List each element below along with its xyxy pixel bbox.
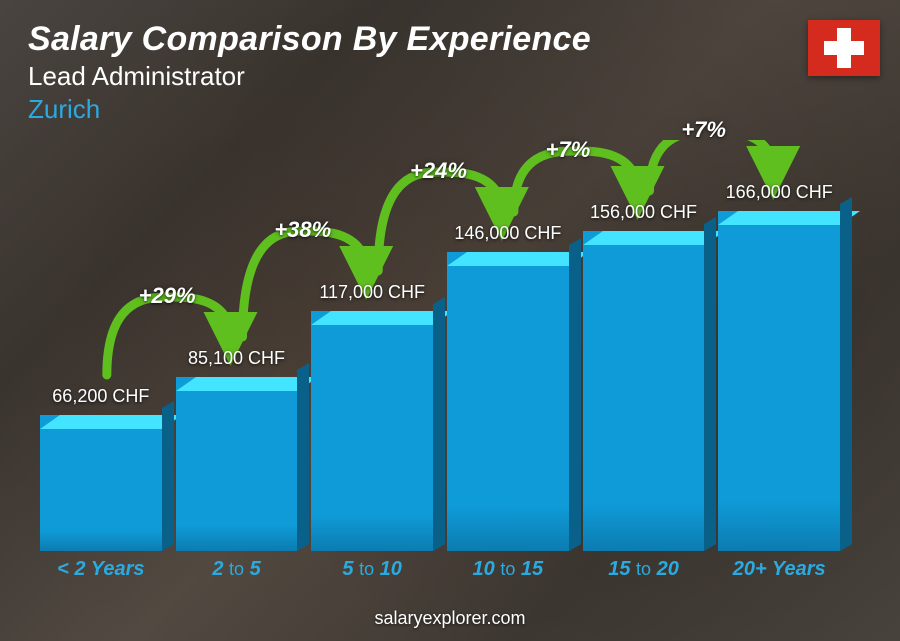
switzerland-flag-icon: [808, 20, 880, 76]
bar-column: 146,000 CHF10 to 15: [447, 223, 569, 551]
location-name: Zurich: [28, 94, 591, 125]
growth-percent-badge: +29%: [139, 283, 196, 309]
bar-side-face: [704, 217, 716, 551]
bar-side-face: [297, 363, 309, 551]
infographic-canvas: Salary Comparison By Experience Lead Adm…: [0, 0, 900, 641]
title-block: Salary Comparison By Experience Lead Adm…: [28, 20, 591, 125]
bar: [447, 252, 569, 551]
bar-column: 85,100 CHF2 to 5: [176, 348, 298, 551]
bar: [718, 211, 840, 551]
bar-column: 166,000 CHF20+ Years: [718, 182, 840, 551]
bar-front-face: [583, 231, 705, 551]
bar: [583, 231, 705, 551]
chart-area: 66,200 CHF< 2 Years85,100 CHF2 to 5117,0…: [40, 140, 840, 581]
bar-value-label: 166,000 CHF: [726, 182, 833, 203]
footer-source: salaryexplorer.com: [0, 608, 900, 629]
bar-value-label: 156,000 CHF: [590, 202, 697, 223]
main-title: Salary Comparison By Experience: [28, 20, 591, 59]
bar: [311, 311, 433, 551]
bar-category-label: 20+ Years: [694, 558, 864, 581]
growth-percent-badge: +7%: [546, 137, 591, 163]
job-title: Lead Administrator: [28, 61, 591, 92]
bar-front-face: [447, 252, 569, 551]
bar-value-label: 85,100 CHF: [188, 348, 285, 369]
bar-side-face: [840, 197, 852, 551]
bar-top-face: [40, 415, 182, 429]
bar-value-label: 117,000 CHF: [319, 282, 425, 303]
bar-value-label: 66,200 CHF: [52, 386, 149, 407]
bar-top-face: [718, 211, 860, 225]
bar-top-face: [311, 311, 453, 325]
growth-percent-badge: +7%: [681, 117, 726, 143]
bars-row: 66,200 CHF< 2 Years85,100 CHF2 to 5117,0…: [40, 151, 840, 551]
bar-column: 156,000 CHF15 to 20: [583, 202, 705, 551]
bar-front-face: [311, 311, 433, 551]
bar-side-face: [569, 238, 581, 551]
bar-column: 66,200 CHF< 2 Years: [40, 386, 162, 551]
bar-front-face: [718, 211, 840, 551]
bar-top-face: [447, 252, 589, 266]
growth-percent-badge: +38%: [274, 217, 331, 243]
growth-percent-badge: +24%: [410, 158, 467, 184]
bar-column: 117,000 CHF5 to 10: [311, 282, 433, 551]
bar-side-face: [162, 401, 174, 551]
bar-front-face: [40, 415, 162, 551]
bar: [40, 415, 162, 551]
bar-value-label: 146,000 CHF: [454, 223, 561, 244]
bar: [176, 377, 298, 551]
bar-side-face: [433, 297, 445, 551]
bar-front-face: [176, 377, 298, 551]
